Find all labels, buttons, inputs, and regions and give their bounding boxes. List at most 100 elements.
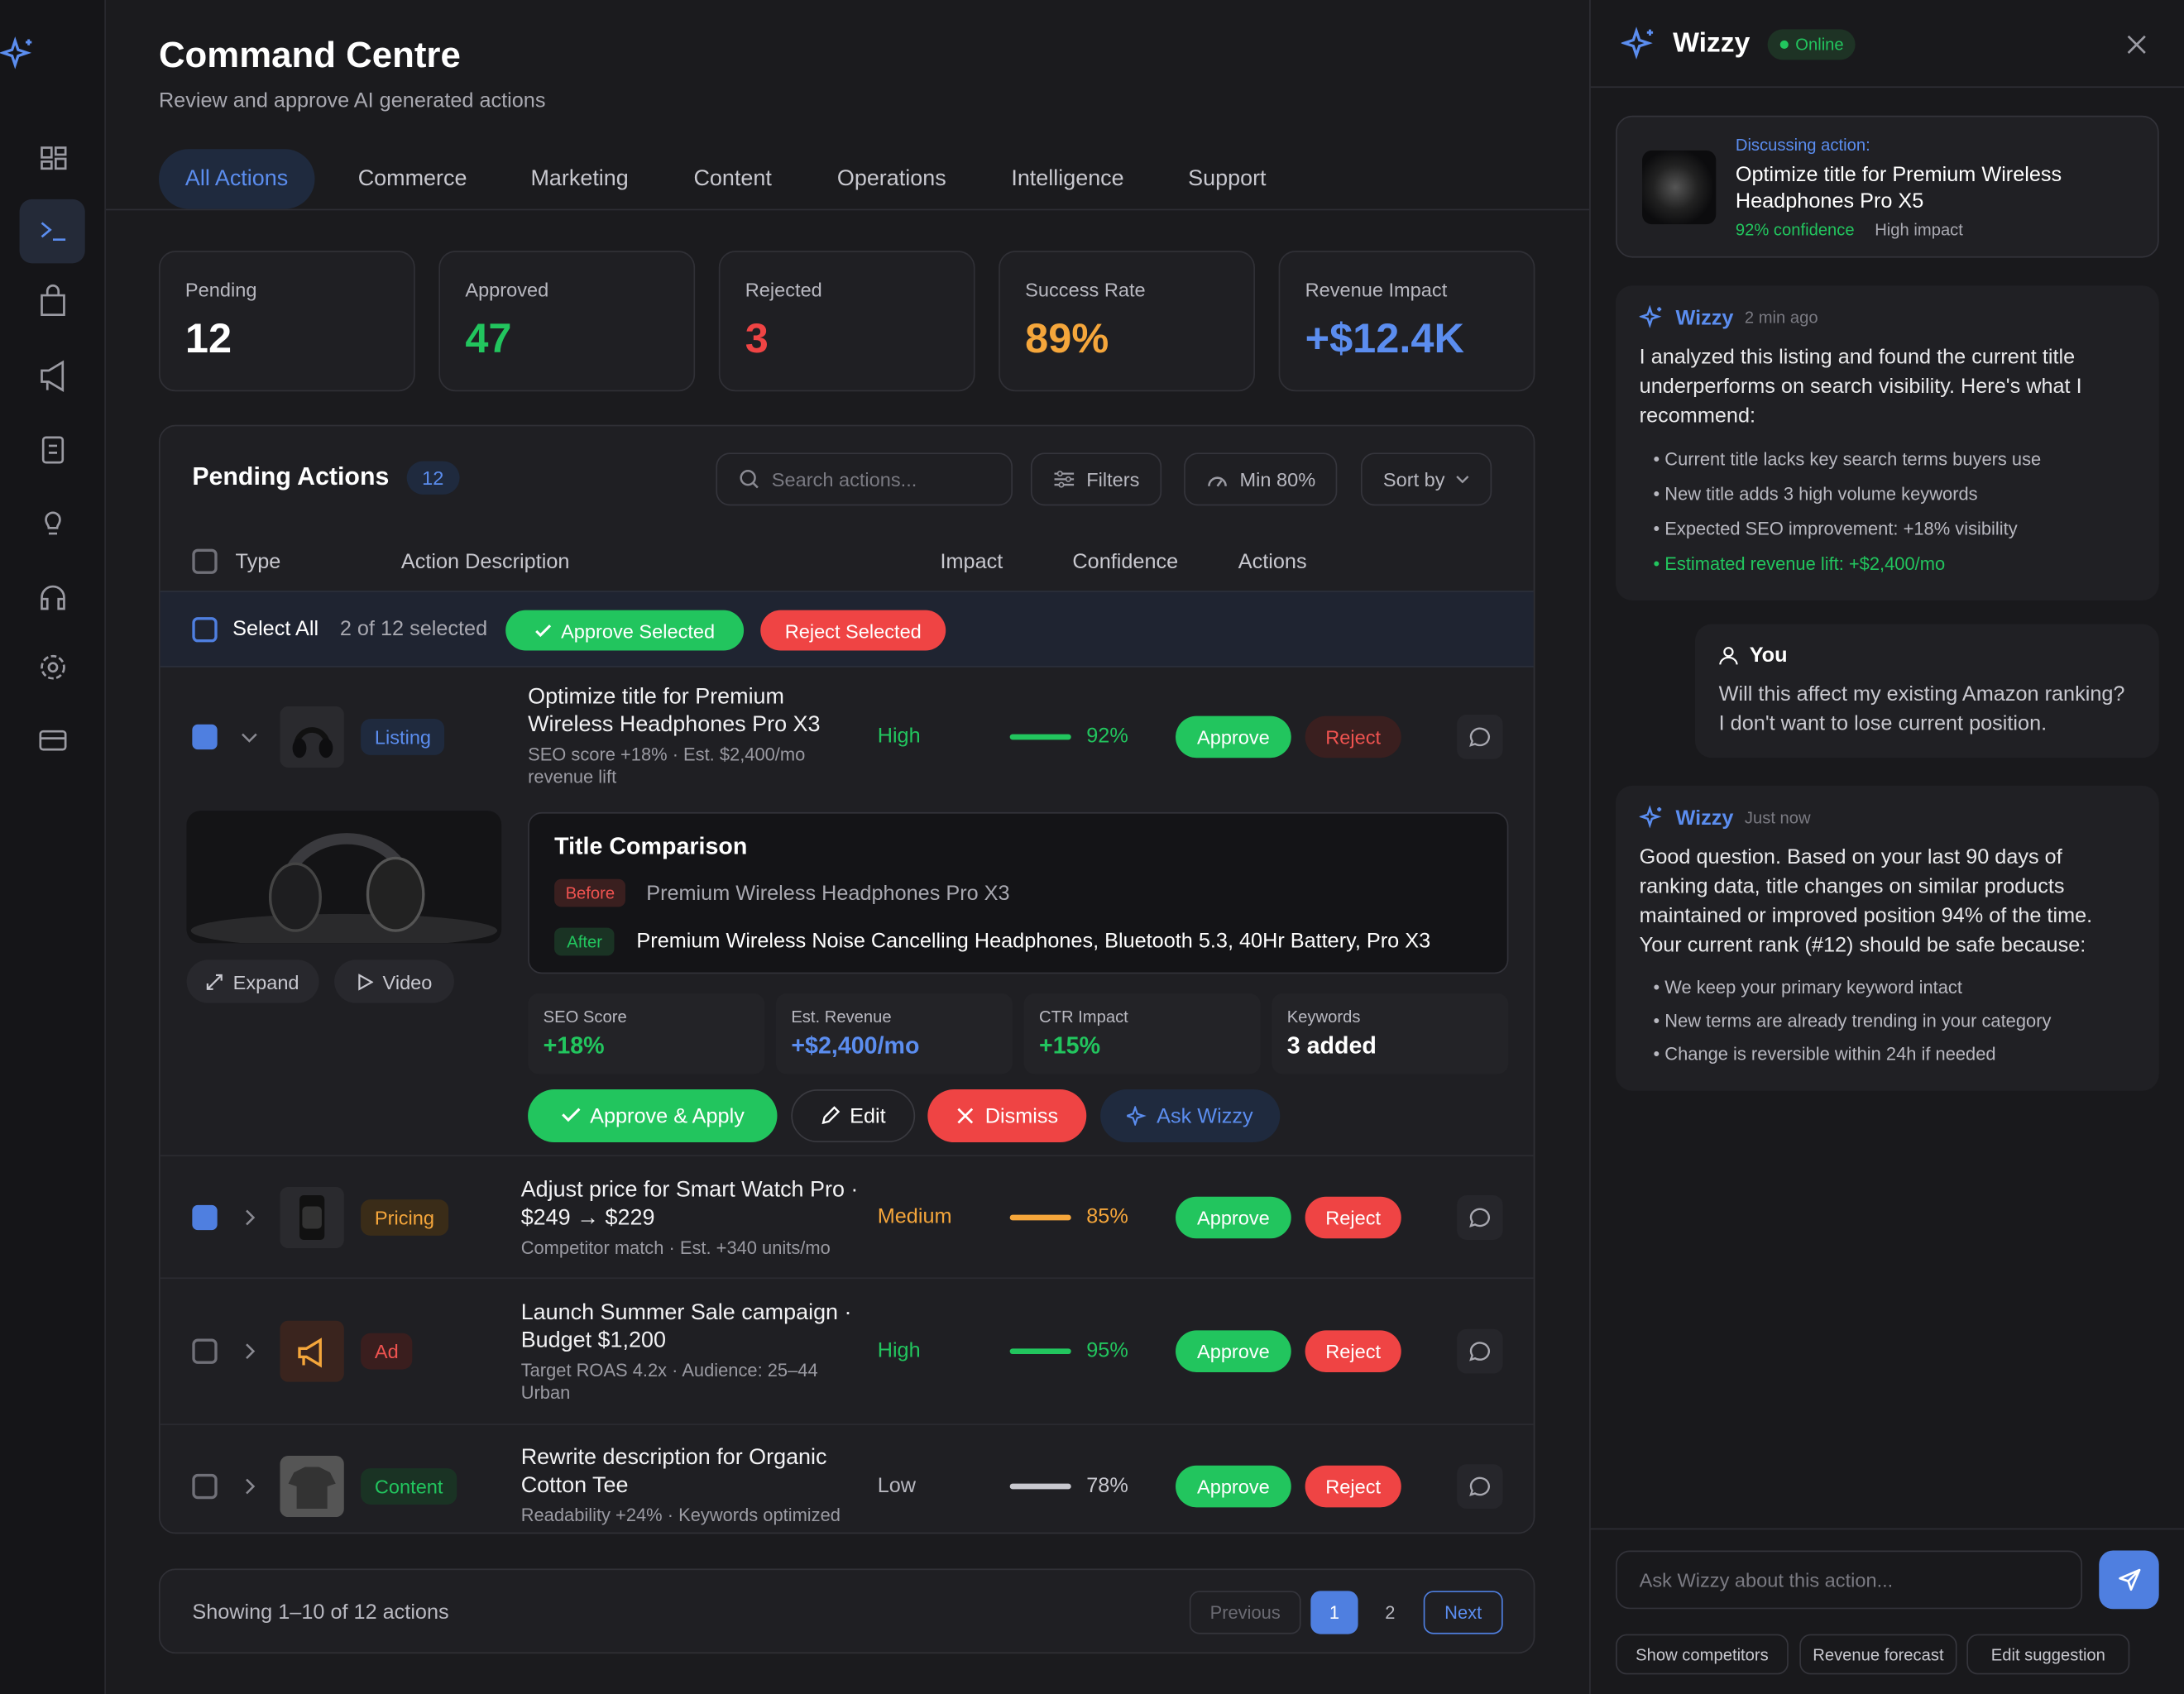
reject-selected[interactable]: Reject Selected	[760, 610, 946, 651]
action-row: Listing Optimize title for Premium Wirele…	[160, 668, 1534, 1155]
metric-value: +$2,400/mo	[791, 1031, 920, 1059]
stat-value: 3	[745, 316, 769, 362]
suggestion-chip[interactable]: Revenue forecast	[1799, 1634, 1957, 1675]
close-button[interactable]	[2125, 33, 2148, 55]
expand-chevron-svg	[246, 1478, 256, 1495]
tab[interactable]: Operations	[836, 167, 946, 191]
approve-button[interactable]: Approve	[1176, 1330, 1291, 1372]
thumbnail-svg	[280, 1455, 344, 1518]
dismiss-button[interactable]: Dismiss	[927, 1089, 1087, 1143]
page-button[interactable]: 2	[1385, 1601, 1396, 1624]
message-header: Wizzy 2 min ago	[1639, 304, 2135, 330]
message: Wizzy Just now Good question. Based on you…	[1616, 785, 2159, 1091]
stat-label: Revenue Impact	[1305, 278, 1448, 301]
suggestion-chip[interactable]: Show competitors	[1616, 1634, 1789, 1675]
stat-value: +$12.4K	[1305, 316, 1464, 362]
message-text: Will this affect my existing Amazon rank…	[1718, 682, 2125, 736]
suggestion-chip[interactable]: Edit suggestion	[1966, 1634, 2130, 1675]
expand-chevron	[241, 1209, 257, 1226]
tab[interactable]: All Actions	[158, 149, 315, 209]
approve-button[interactable]: Approve	[1176, 1465, 1291, 1508]
row-checkbox[interactable]	[192, 1204, 218, 1231]
stat-value: 12	[184, 316, 232, 362]
send-button[interactable]	[2099, 1550, 2159, 1610]
impact: High	[877, 724, 921, 749]
stat-value: 47	[465, 316, 512, 362]
select-all-label[interactable]: Select All	[232, 617, 319, 641]
approve-button[interactable]: Approve	[1176, 1196, 1291, 1239]
approve-apply-button[interactable]: Approve & Apply	[528, 1089, 778, 1143]
thumbnail	[280, 1320, 344, 1382]
comment-button-svg	[1457, 1464, 1503, 1509]
min-confidence-button[interactable]: Min 80%	[1184, 452, 1339, 506]
edit-button[interactable]: Edit	[791, 1089, 916, 1143]
column-header: Confidence	[1072, 550, 1179, 574]
row-checkbox[interactable]	[192, 1473, 218, 1500]
comment-button-svg	[1457, 1195, 1503, 1240]
nav-icons[interactable]	[0, 0, 106, 780]
row-checkbox[interactable]	[192, 724, 218, 750]
message-text: Good question. Based on your last 90 day…	[1639, 845, 2093, 958]
approve-selected[interactable]: Approve Selected	[505, 610, 745, 651]
impact: Low	[877, 1473, 917, 1498]
page-title: Command Centre	[158, 33, 461, 75]
reject-button[interactable]: Reject	[1305, 1196, 1401, 1239]
filters-button[interactable]: Filters	[1030, 452, 1162, 506]
divider	[1590, 1528, 2184, 1530]
message: You Will this affect my existing Amazon r…	[1695, 624, 2159, 758]
user-icon	[1719, 646, 1738, 664]
search-icon	[740, 469, 759, 489]
tab[interactable]: Intelligence	[1011, 167, 1124, 191]
bullet: Current title lacks key search terms buy…	[1654, 442, 2136, 476]
thumbnail-svg	[280, 1320, 344, 1382]
description: Launch Summer Sale campaign · Budget $1,…	[521, 1299, 867, 1404]
metric-value: +15%	[1039, 1031, 1101, 1059]
discussing-confidence: 92% confidence	[1735, 220, 1855, 240]
expand-chevron	[241, 1478, 257, 1495]
dismiss-button-icon	[957, 1108, 974, 1124]
reject-button[interactable]: Reject	[1305, 715, 1401, 758]
bullet: New terms are already trending in your c…	[1654, 1004, 2136, 1037]
selected-count: 2 of 12 selected	[339, 617, 488, 641]
reject-button[interactable]: Reject	[1305, 1465, 1401, 1508]
type-tag: Listing	[361, 719, 445, 755]
previous-button[interactable]: Previous	[1189, 1591, 1301, 1634]
confidence: 92%	[1086, 724, 1128, 749]
page-button[interactable]: 1	[1310, 1591, 1358, 1634]
row-checkbox[interactable]	[192, 1338, 218, 1364]
select-all-checkbox[interactable]	[192, 617, 218, 643]
approve-apply-button-icon	[561, 1108, 580, 1122]
status-badge: Online	[1767, 29, 1856, 60]
column-header: Impact	[940, 550, 1003, 574]
tab[interactable]: Marketing	[530, 167, 629, 191]
after-tag: After	[554, 927, 615, 956]
stat-card: Pending 12	[158, 251, 415, 392]
search-input[interactable]: Search actions...	[716, 452, 1013, 506]
tab[interactable]: Support	[1188, 167, 1267, 191]
message-author: You	[1749, 644, 1788, 668]
next-button[interactable]: Next	[1423, 1591, 1503, 1634]
message-bullets: Current title lacks key search terms buy…	[1640, 442, 2135, 581]
action-title: Rewrite description for Organic Cotton T…	[520, 1446, 827, 1498]
chat-input[interactable]: Ask Wizzy about this action...	[1616, 1550, 2083, 1610]
sort-button[interactable]: Sort by	[1360, 452, 1492, 506]
tab[interactable]: Commerce	[357, 167, 467, 191]
before-tag: Before	[554, 878, 626, 907]
reject-button[interactable]: Reject	[1305, 1330, 1401, 1372]
stat-card: Revenue Impact +$12.4K	[1278, 251, 1535, 392]
ask-wizzy-button[interactable]: Ask Wizzy	[1100, 1089, 1281, 1143]
thumbnail-svg	[280, 1186, 344, 1249]
metric-label: SEO Score	[543, 1007, 627, 1027]
impact: Medium	[877, 1204, 952, 1229]
header-checkbox[interactable]	[192, 548, 218, 574]
filters-label: Filters	[1086, 467, 1140, 490]
confidence: 85%	[1086, 1204, 1128, 1229]
video-button[interactable]: Video	[334, 959, 454, 1003]
action-row: Content Rewrite description for Organic C…	[160, 1424, 1534, 1532]
message-author: Wizzy	[1675, 806, 1734, 830]
tab[interactable]: Content	[693, 167, 772, 191]
expand-button[interactable]: Expand	[186, 959, 319, 1003]
metric-label: CTR Impact	[1039, 1007, 1128, 1027]
approve-button[interactable]: Approve	[1176, 715, 1291, 758]
